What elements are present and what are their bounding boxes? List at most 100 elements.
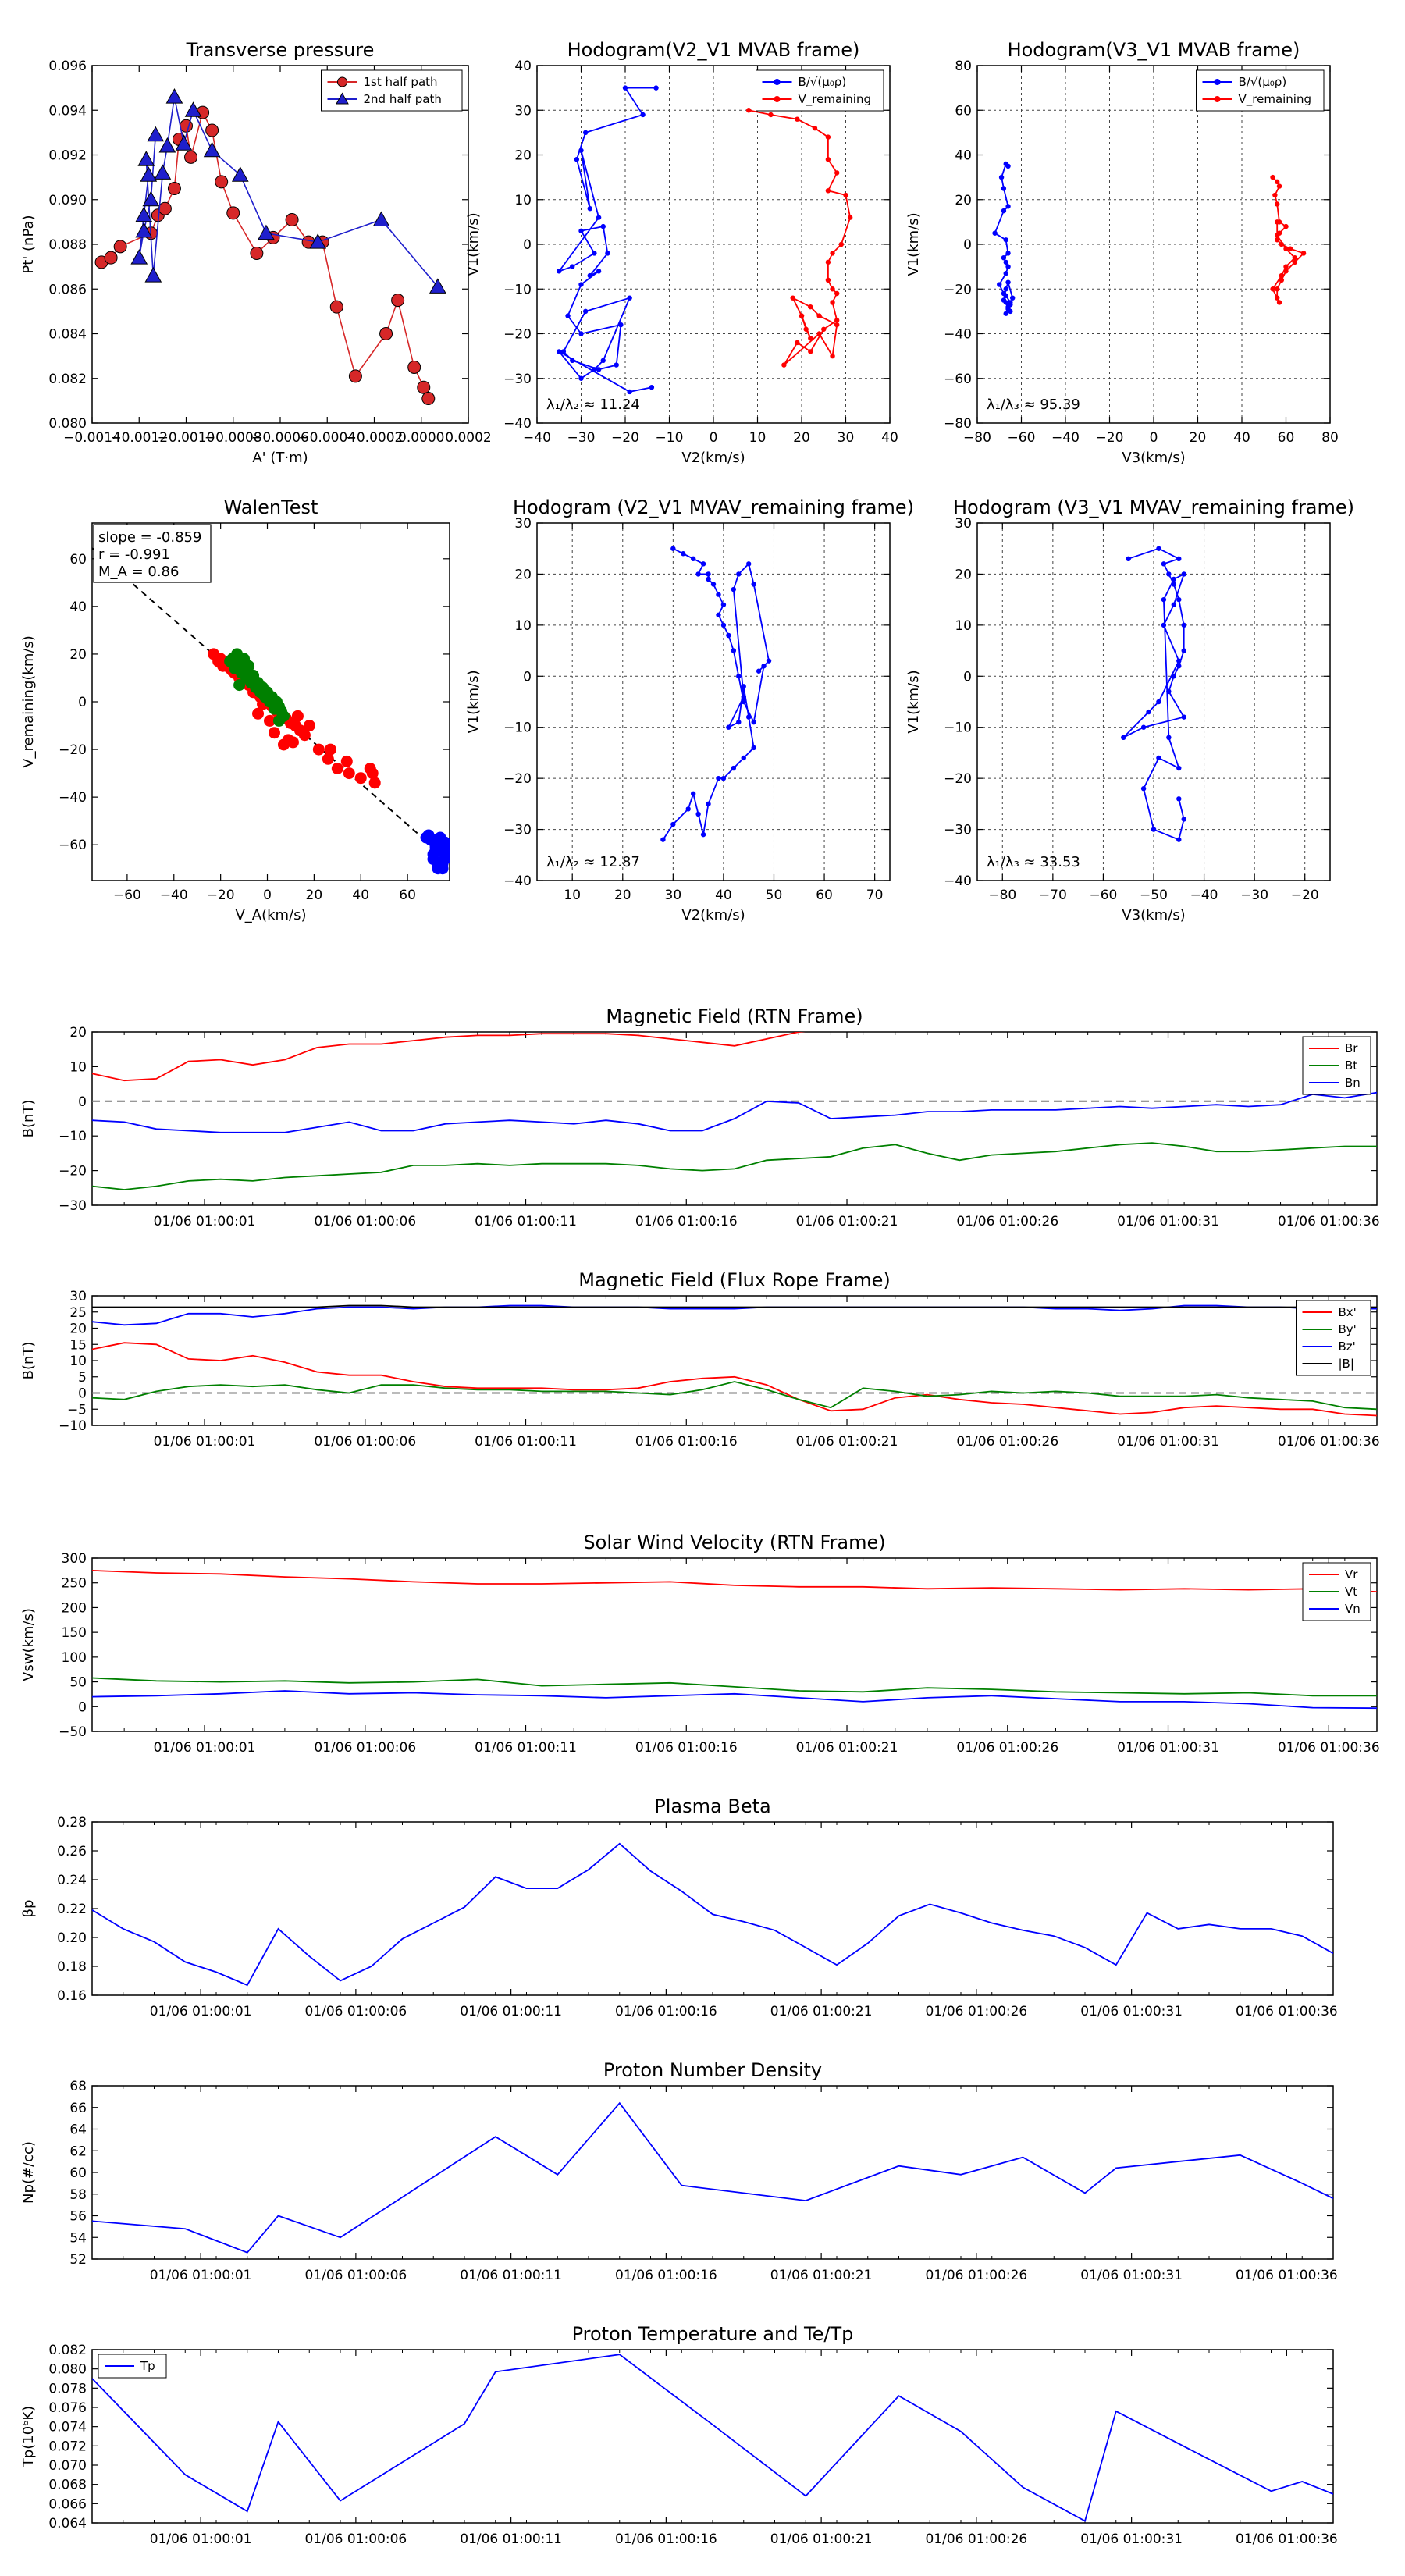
tpr-ytick-label: 0.080 (48, 2362, 87, 2378)
h2-ytick-label: −40 (944, 327, 972, 343)
walen-point (243, 660, 255, 672)
vsw-ytick-label: 300 (62, 1551, 87, 1567)
h1-point (825, 157, 831, 162)
walen-point (322, 753, 334, 765)
h2-point (1292, 259, 1298, 265)
h2-point (1272, 192, 1278, 198)
h1-point (834, 318, 840, 323)
h3-point (756, 668, 762, 674)
h4-ytick-label: 30 (955, 516, 972, 532)
vsw-ytick-label: 0 (78, 1699, 87, 1715)
np-ytick-label: 62 (69, 2144, 87, 2159)
tp-xtick-label: −0.0006 (251, 430, 309, 446)
vsw-series-1-line (92, 1677, 1377, 1697)
tpr-ytick-label: 0.064 (48, 2516, 87, 2532)
tp-point (203, 141, 221, 158)
h1-legend-label: V_remaining (799, 92, 872, 107)
h1-point (653, 85, 659, 91)
h3-frame (536, 522, 891, 881)
tp-point (113, 240, 127, 254)
tpr-ytick-label: 0.074 (48, 2420, 87, 2435)
h3-point (700, 831, 706, 838)
h1-point (600, 223, 606, 229)
mag_rtn-xtick-label: 01/06 01:00:06 (314, 1214, 416, 1229)
h4-point (1140, 724, 1147, 730)
mag_fr-series-1-line (92, 1381, 1377, 1411)
mag_fr-xtick-label: 01/06 01:00:11 (475, 1434, 577, 1450)
tp-xtick-label: −0.0002 (346, 430, 404, 446)
h3-annotation: λ₁/λ₂ ≈ 12.87 (546, 854, 640, 870)
tpr-ytick-label: 0.076 (48, 2400, 87, 2416)
h3-point (660, 837, 666, 842)
h4-point (1181, 571, 1186, 577)
h1-point (746, 108, 752, 113)
h3-ytick-label: 10 (514, 618, 532, 634)
walen-point (224, 655, 237, 667)
vsw-ytick-label: 250 (62, 1576, 87, 1592)
h1-point (627, 295, 632, 301)
h1-ylabel: V1(km/s) (465, 212, 482, 276)
tp-ytick-label: 0.084 (48, 327, 87, 343)
h3-point (761, 664, 767, 669)
tp-point (372, 211, 390, 227)
tp-point (140, 166, 158, 182)
mag_rtn-xtick-label: 01/06 01:00:36 (1278, 1214, 1380, 1229)
h1-point (781, 362, 787, 368)
walen-point (368, 777, 381, 789)
tpr-ytick-label: 0.078 (48, 2381, 87, 2396)
tp-point (329, 300, 343, 314)
h2-xtick-label: −60 (1008, 430, 1036, 446)
tpr-xtick-label: 01/06 01:00:31 (1080, 2532, 1183, 2547)
tp-point (422, 392, 436, 406)
h2-point (1001, 208, 1007, 214)
mag_fr-xtick-label: 01/06 01:00:16 (635, 1434, 738, 1450)
h1-point (582, 308, 589, 315)
h1-point (838, 241, 845, 247)
walen-plot-area (92, 547, 450, 875)
walen-point (286, 736, 299, 749)
h2-point (992, 230, 998, 236)
h3-point (736, 719, 742, 725)
tp-xtick-label: −0.0012 (110, 430, 168, 446)
h2-point (1300, 251, 1307, 256)
h1-point (605, 251, 610, 256)
tp-ytick-label: 0.092 (48, 148, 87, 164)
tpr-xtick-label: 01/06 01:00:21 (770, 2532, 873, 2547)
tp-point (379, 327, 393, 340)
h1-point (847, 215, 853, 220)
h1-xtick-label: −20 (611, 430, 639, 446)
walen-stats-line: M_A = 0.86 (98, 564, 179, 580)
tp-xtick-label: 0.0000 (398, 430, 444, 446)
h2-point (1001, 186, 1007, 191)
h4-point (1181, 817, 1186, 822)
mag_fr-ytick-label: −10 (59, 1418, 87, 1434)
h4-xtick-label: −20 (1291, 888, 1319, 903)
h1-xtick-label: −30 (567, 430, 596, 446)
np-ytick-label: 52 (69, 2252, 87, 2268)
h1-point (821, 326, 827, 332)
h4-point (1176, 664, 1182, 669)
h2-xtick-label: 0 (1150, 430, 1158, 446)
mag_rtn-xtick-label: 01/06 01:00:31 (1117, 1214, 1219, 1229)
beta-xtick-label: 01/06 01:00:06 (305, 2004, 407, 2019)
h4-title: Hodogram (V3_V1 MVAV_remaining frame) (953, 496, 1354, 518)
h2-ytick-label: 0 (963, 237, 972, 253)
walen-point (247, 669, 260, 681)
tp-legend-label: 1st half path (364, 75, 438, 89)
h4-point (1146, 709, 1151, 715)
h2-point (1279, 272, 1285, 279)
h1-ytick-label: 10 (514, 193, 532, 208)
h2-point (1275, 219, 1280, 225)
tp-point (175, 135, 193, 151)
h4-plot-area (1121, 546, 1186, 842)
h2-legend-label: V_remaining (1239, 92, 1312, 107)
h4-ytick-label: 10 (955, 618, 972, 634)
h2-point (1275, 237, 1280, 243)
h4-ytick-label: −20 (944, 771, 972, 787)
beta-ylabel: βp (20, 1900, 37, 1918)
h1-point (768, 112, 774, 118)
h1-ytick-label: −30 (503, 372, 532, 387)
h2-ytick-label: 60 (955, 103, 972, 119)
mag_rtn-ytick-label: −10 (59, 1129, 87, 1144)
mag_fr-xtick-label: 01/06 01:00:26 (956, 1434, 1058, 1450)
